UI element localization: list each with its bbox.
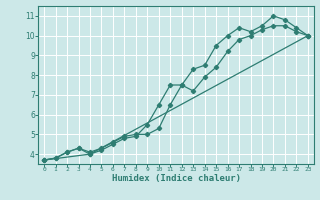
X-axis label: Humidex (Indice chaleur): Humidex (Indice chaleur) xyxy=(111,174,241,183)
